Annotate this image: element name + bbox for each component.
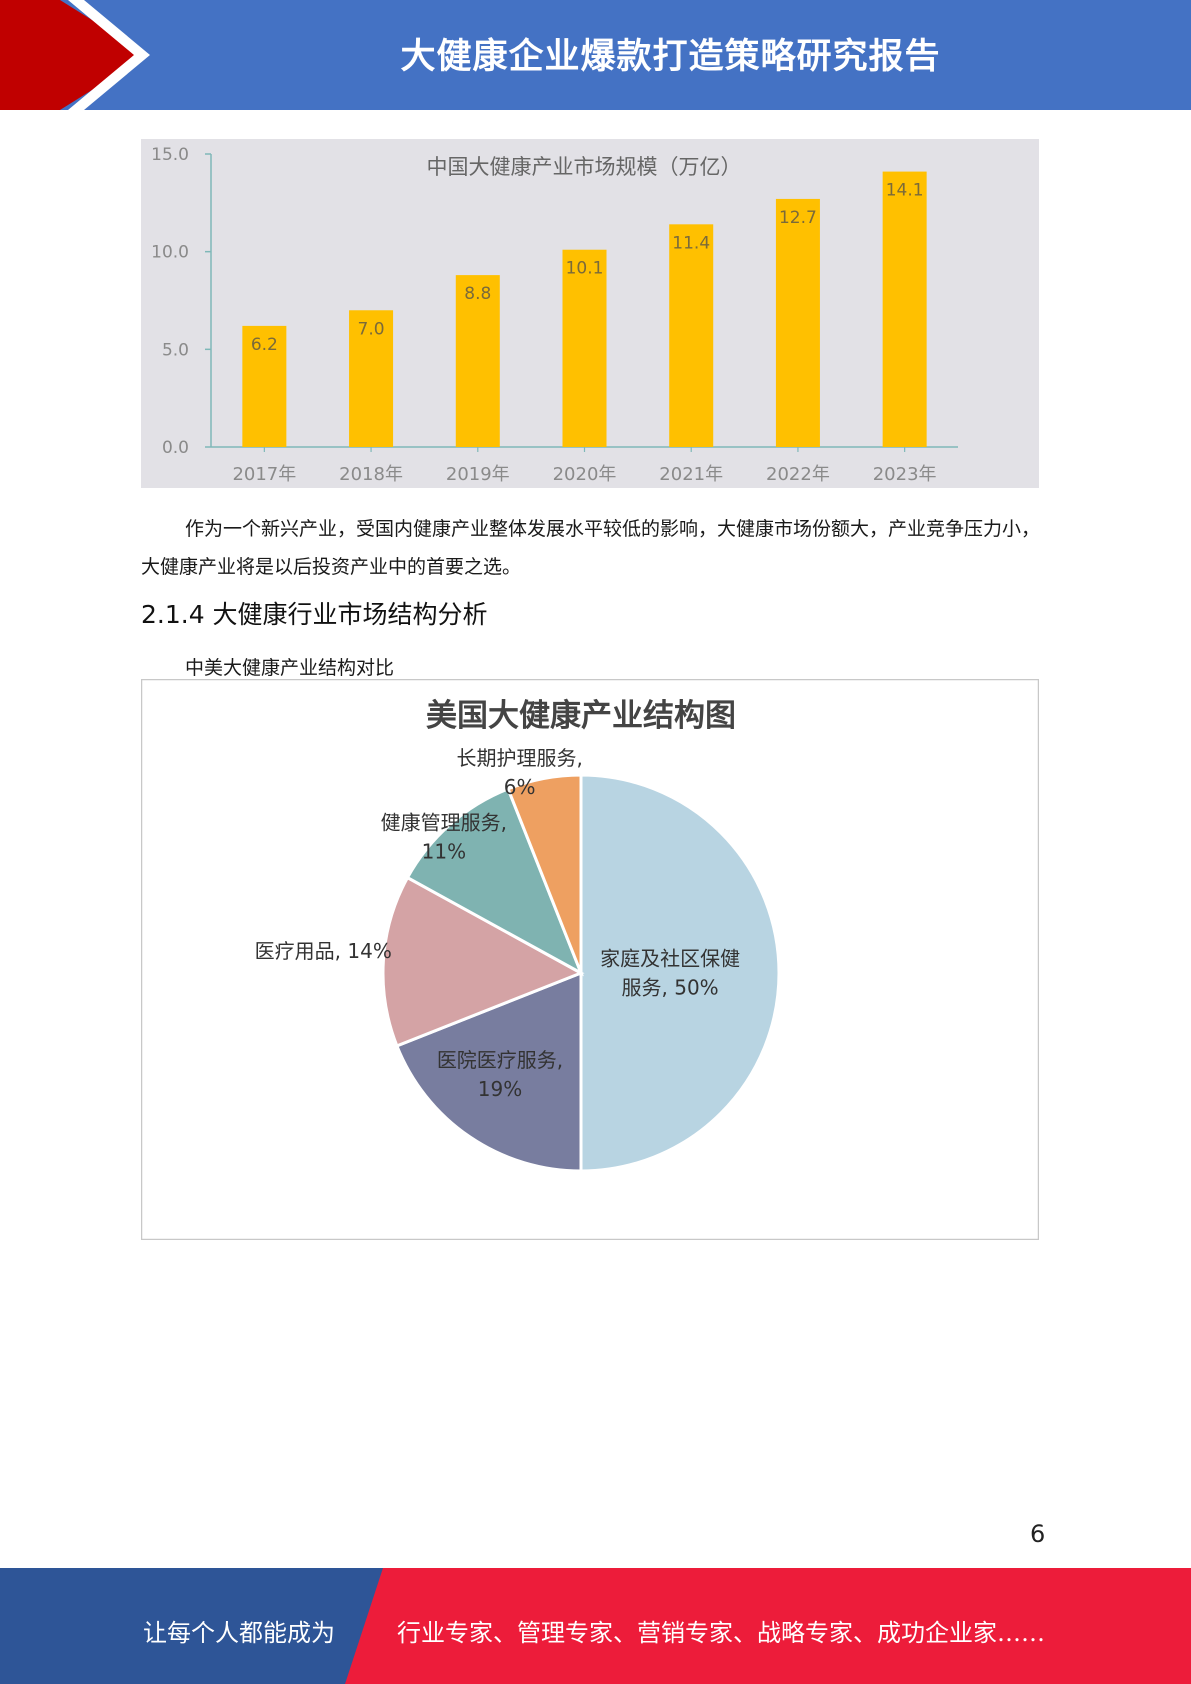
- footer-roles: 行业专家、管理专家、营销专家、战略专家、成功企业家……: [397, 1619, 1045, 1647]
- pie-slice: [579, 773, 781, 1173]
- bar-value-label: 11.4: [672, 233, 710, 253]
- page-header: 大健康企业爆款打造策略研究报告: [0, 0, 1191, 110]
- pie-slice-label: 家庭及社区保健: [600, 947, 740, 971]
- pie-slice-label: 19%: [478, 1077, 522, 1101]
- bar: [349, 310, 394, 447]
- bar: [775, 198, 820, 447]
- bar-value-label: 8.8: [464, 284, 491, 304]
- bar: [242, 325, 287, 447]
- bar-value-label: 12.7: [779, 208, 817, 228]
- section-heading: 2.1.4 大健康行业市场结构分析: [141, 600, 488, 629]
- chart-title: 中国大健康产业市场规模（万亿）: [427, 155, 742, 179]
- bar-value-label: 7.0: [358, 319, 385, 339]
- y-tick-label: 10.0: [151, 243, 189, 263]
- footer-background: [0, 1568, 1191, 1684]
- figure-caption: 中美大健康产业结构对比: [185, 657, 395, 679]
- x-tick-label: 2017年: [232, 464, 296, 485]
- pie-slice: [506, 773, 583, 974]
- footer-slogan: 让每个人都能成为: [143, 1619, 335, 1647]
- pie-slice-label: 服务, 50%: [622, 976, 719, 1000]
- x-tick-label: 2021年: [659, 464, 723, 485]
- x-tick-label: 2019年: [446, 464, 510, 485]
- pie-slice-label: 长期护理服务,: [456, 746, 582, 770]
- pie-title: 美国大健康产业结构图: [426, 698, 736, 734]
- pie-slice: [381, 875, 585, 1048]
- y-tick-label: 15.0: [151, 145, 189, 165]
- page-number: 6: [1030, 1520, 1046, 1548]
- y-tick-label: 5.0: [162, 340, 189, 360]
- header-red-arrow: [0, 0, 148, 110]
- pie-slice: [394, 970, 583, 1173]
- bar: [455, 275, 500, 447]
- bar: [669, 224, 714, 447]
- pie-slice-label: 医院医疗服务,: [437, 1048, 563, 1072]
- bar: [562, 249, 607, 447]
- report-title: 大健康企业爆款打造策略研究报告: [400, 37, 941, 77]
- x-tick-label: 2023年: [873, 464, 937, 485]
- bar-value-label: 14.1: [886, 181, 924, 201]
- pie-slice-label: 健康管理服务,: [381, 811, 507, 835]
- y-tick-label: 0.0: [162, 438, 189, 458]
- header-white-chevron: [68, 0, 150, 110]
- footer-blue-band: [0, 1568, 383, 1684]
- bar-value-label: 10.1: [566, 259, 604, 279]
- pie-slice-label: 11%: [422, 840, 466, 864]
- pie-slice-label: 医疗用品, 14%: [255, 939, 392, 963]
- bar-value-label: 6.2: [251, 335, 278, 355]
- bar: [882, 171, 927, 447]
- x-tick-label: 2022年: [766, 464, 830, 485]
- x-tick-label: 2018年: [339, 464, 403, 485]
- page-footer: 让每个人都能成为 行业专家、管理专家、营销专家、战略专家、成功企业家……: [0, 1568, 1191, 1684]
- pie-slice: [405, 786, 584, 977]
- market-size-bar-chart: 0.0 5.0 10.0 15.0 中国大健康产业市场规模（万亿） 6.2 2017年 7.0…: [141, 139, 1039, 488]
- x-tick-label: 2020年: [553, 464, 617, 485]
- header-arrow-decoration: [0, 0, 150, 110]
- pie-slice-label: 6%: [504, 775, 536, 799]
- body-paragraph: 作为一个新兴产业，受国内健康产业整体发展水平较低的影响，大健康市场份额大，产业竞…: [141, 518, 1041, 578]
